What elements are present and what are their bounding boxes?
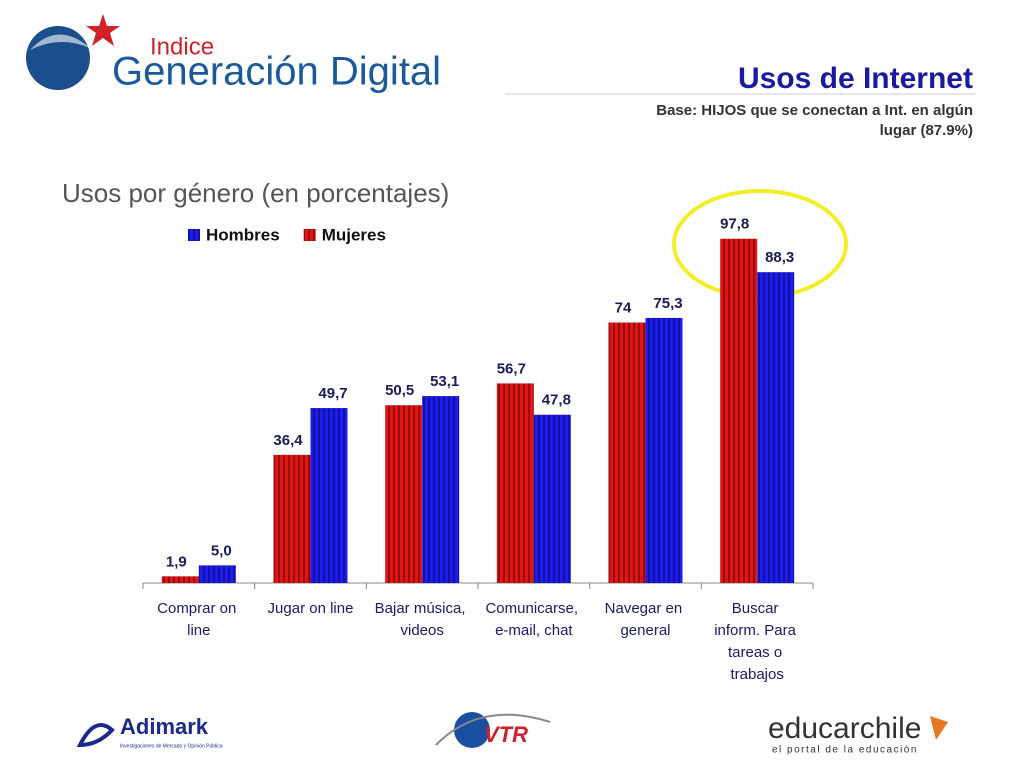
x-tick-label: Comunicarse, e-mail, chat xyxy=(485,600,582,639)
value-label: 1,9 xyxy=(166,553,187,570)
legend-swatch xyxy=(303,229,316,241)
logo-big: Generación Digital xyxy=(112,50,441,94)
educar-icon xyxy=(930,716,948,740)
vtr: VTR xyxy=(484,722,528,747)
value-label: 50,5 xyxy=(385,382,414,399)
value-label: 75,3 xyxy=(653,295,682,312)
x-tick-label: Bajar música, videos xyxy=(375,600,470,639)
bar xyxy=(533,414,571,583)
logo-swoosh xyxy=(30,34,90,50)
adimark: Adimark xyxy=(120,714,209,739)
bar xyxy=(720,238,758,583)
x-tick-label: Navegar en general xyxy=(605,600,687,639)
bar xyxy=(385,405,423,583)
subtitle: Base: HIJOS que se conectan a Int. en al… xyxy=(656,102,973,119)
bar xyxy=(608,322,646,583)
slide-title: Usos de Internet xyxy=(738,62,973,95)
bar xyxy=(273,454,311,583)
bar xyxy=(198,565,236,583)
legend-swatch xyxy=(188,229,200,241)
subtitle: lugar (87.9%) xyxy=(880,122,973,139)
x-tick-label: Buscar inform. Para tareas o trabajos xyxy=(714,600,800,683)
value-label: 53,1 xyxy=(430,373,459,390)
value-label: 56,7 xyxy=(497,360,526,377)
adimark-sub: Investigaciones de Mercado y Opinión Púb… xyxy=(120,743,223,749)
value-label: 36,4 xyxy=(273,432,303,449)
logo-small: Indice xyxy=(150,33,214,60)
value-label: 47,8 xyxy=(542,392,571,409)
educarchile: educarchile xyxy=(768,712,921,745)
bar xyxy=(422,396,460,583)
educar-sub: el portal de la educación xyxy=(772,745,918,756)
x-tick-label: Jugar on line xyxy=(268,600,354,617)
value-label: 97,8 xyxy=(720,216,749,233)
chart-title: Usos por género (en porcentajes) xyxy=(62,178,449,208)
adimark-icon xyxy=(76,723,115,748)
legend-label: Hombres xyxy=(206,225,280,244)
bar xyxy=(161,576,199,583)
value-label: 5,0 xyxy=(211,542,232,559)
legend-label: Mujeres xyxy=(322,225,386,244)
value-label: 74 xyxy=(615,299,632,316)
vtr-globe xyxy=(454,712,490,748)
value-label: 49,7 xyxy=(318,385,347,402)
logo-star xyxy=(86,14,120,46)
vtr-swoosh xyxy=(435,713,551,746)
bar xyxy=(757,272,795,583)
value-label: 88,3 xyxy=(765,249,794,266)
bar xyxy=(496,383,534,583)
bar xyxy=(645,317,683,583)
x-tick-label: Comprar on line xyxy=(157,600,240,639)
bar xyxy=(310,408,348,583)
